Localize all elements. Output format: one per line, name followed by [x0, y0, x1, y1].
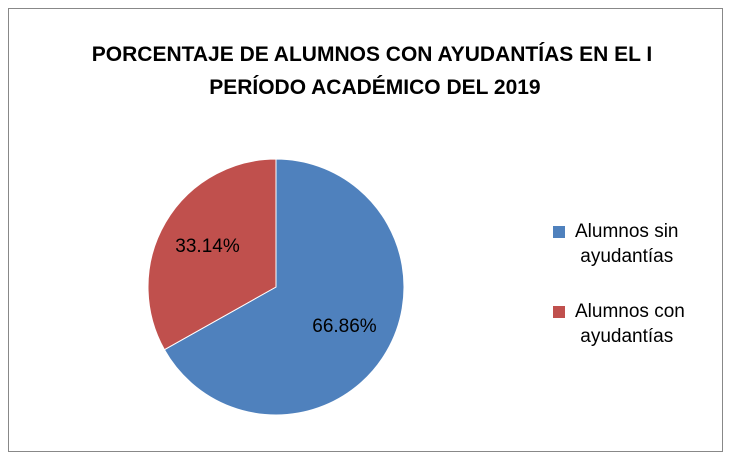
- legend-label: Alumnos sin ayudantías: [575, 221, 679, 267]
- legend-label: Alumnos con ayudantías: [575, 301, 685, 347]
- legend-swatch: [553, 306, 565, 318]
- chart-title: PORCENTAJE DE ALUMNOS CON AYUDANTÍAS EN …: [92, 43, 652, 99]
- legend-swatch: [553, 226, 565, 238]
- data-label: 66.86%: [312, 316, 377, 337]
- pie-slice: [147, 158, 277, 351]
- pie-slice: [163, 158, 405, 416]
- data-label: 33.14%: [175, 236, 240, 257]
